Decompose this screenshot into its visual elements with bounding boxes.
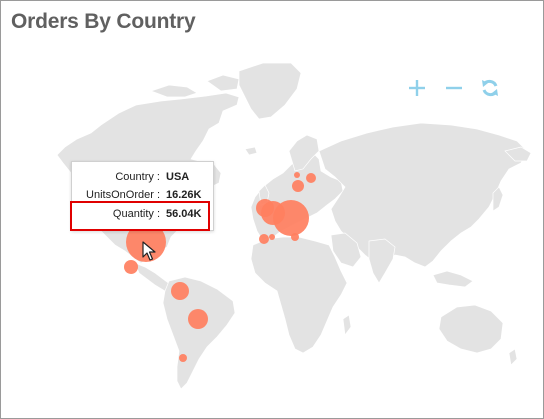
bubble-argentina[interactable]	[179, 354, 187, 362]
land-canada-north	[149, 84, 198, 98]
tooltip-value: 56.04K	[166, 208, 202, 220]
land-arctic-islands	[206, 74, 240, 92]
land-africa	[250, 236, 348, 354]
land-arabia	[330, 232, 362, 268]
land-india	[368, 238, 396, 284]
bubble-portugal[interactable]	[269, 234, 275, 240]
bubble-brazil[interactable]	[188, 309, 208, 329]
quantity-highlight-box	[70, 201, 210, 231]
tooltip-value: 16.26K	[166, 189, 202, 201]
tooltip-row-country: Country : USA	[72, 171, 213, 187]
land-greenland	[238, 62, 302, 120]
bubble-venezuela[interactable]	[171, 282, 189, 300]
land-madagascar	[342, 314, 352, 336]
map-tooltip: Country : USA UnitsOnOrder : 16.26K Quan…	[71, 161, 214, 231]
land-new-zealand	[508, 348, 518, 366]
bubble-italy[interactable]	[291, 233, 299, 241]
bubble-uk[interactable]	[256, 199, 274, 217]
bubble-finland[interactable]	[306, 173, 316, 183]
refresh-icon[interactable]	[479, 77, 501, 99]
land-japan	[492, 186, 504, 212]
minus-icon[interactable]	[443, 77, 465, 99]
bubble-spain[interactable]	[259, 234, 269, 244]
land-australia	[438, 304, 504, 354]
tooltip-row-quantity: Quantity : 56.04K	[72, 208, 213, 224]
mouse-cursor-icon	[142, 241, 156, 261]
bubble-usa[interactable]	[126, 222, 166, 262]
tooltip-value: USA	[166, 171, 190, 183]
tooltip-label: Quantity :	[112, 208, 160, 220]
bubble-sweden[interactable]	[292, 180, 304, 192]
land-asia	[318, 122, 528, 268]
bubble-norway[interactable]	[294, 172, 300, 178]
land-se-asia-islands	[432, 270, 474, 288]
bubble-mexico[interactable]	[124, 260, 138, 274]
widget-title: Orders By Country	[11, 10, 196, 33]
land-iceland	[244, 146, 258, 156]
land-far-east	[504, 146, 532, 162]
tooltip-label: UnitsOnOrder :	[86, 189, 160, 201]
tooltip-label: Country :	[115, 171, 160, 183]
plus-icon[interactable]	[406, 77, 428, 99]
tooltip-row-units-on-order: UnitsOnOrder : 16.26K	[72, 189, 213, 205]
data-bubbles	[124, 172, 316, 362]
